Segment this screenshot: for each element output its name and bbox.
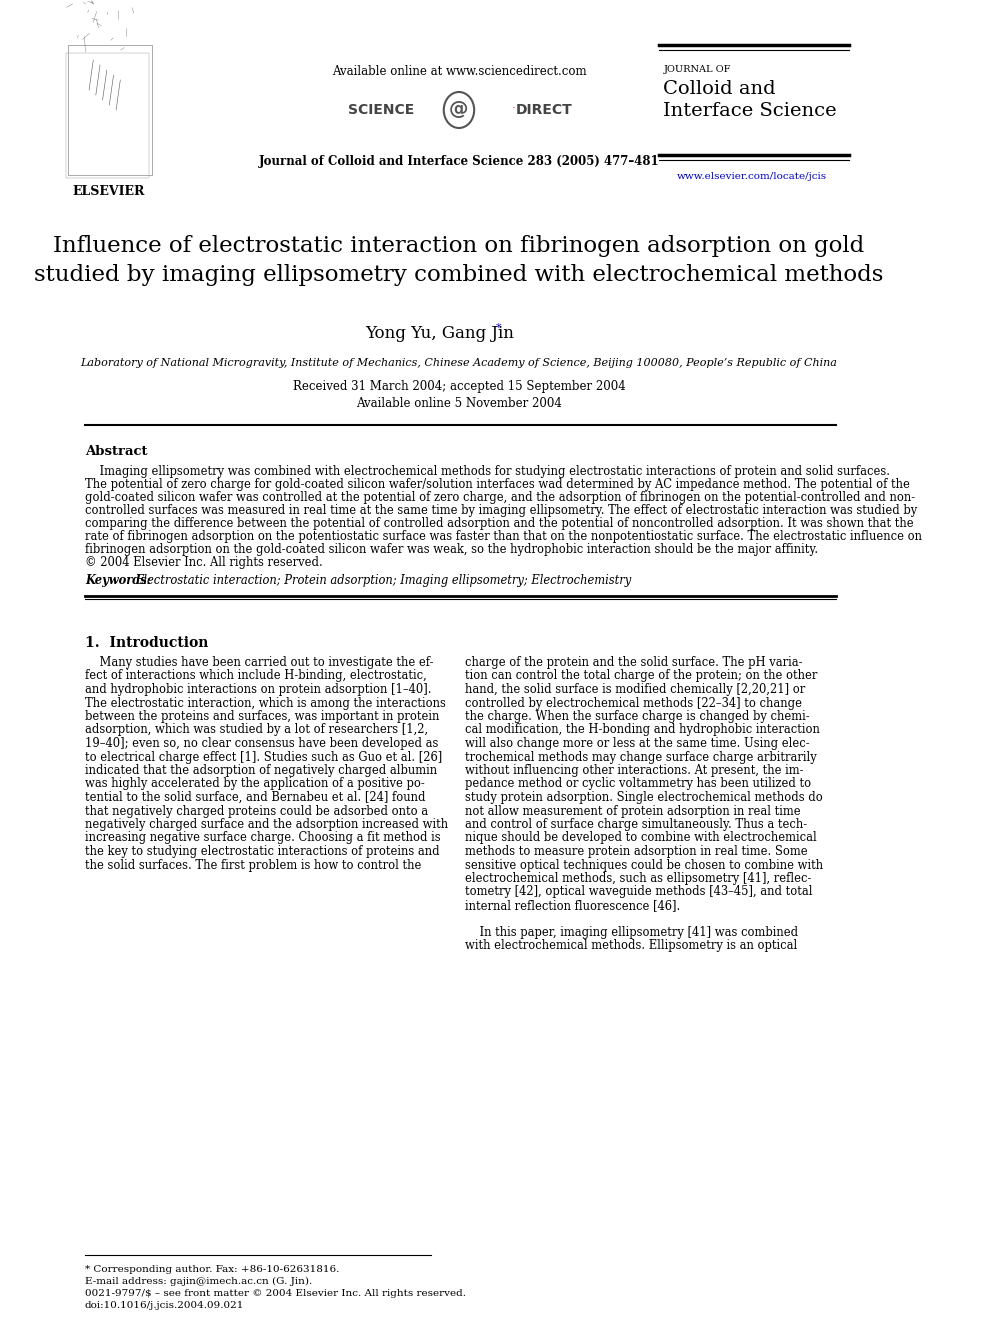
Text: hand, the solid surface is modified chemically [2,20,21] or: hand, the solid surface is modified chem… <box>464 683 805 696</box>
Text: the key to studying electrostatic interactions of proteins and: the key to studying electrostatic intera… <box>85 845 439 859</box>
Text: 0021-9797/$ – see front matter © 2004 Elsevier Inc. All rights reserved.: 0021-9797/$ – see front matter © 2004 El… <box>85 1289 465 1298</box>
Text: charge of the protein and the solid surface. The pH varia-: charge of the protein and the solid surf… <box>464 656 802 669</box>
Text: sensitive optical techniques could be chosen to combine with: sensitive optical techniques could be ch… <box>464 859 822 872</box>
Text: without influencing other interactions. At present, the im-: without influencing other interactions. … <box>464 763 803 777</box>
Text: comparing the difference between the potential of controlled adsorption and the : comparing the difference between the pot… <box>85 517 912 531</box>
Text: Colloid and: Colloid and <box>663 79 775 98</box>
Text: www.elsevier.com/locate/jcis: www.elsevier.com/locate/jcis <box>676 172 826 181</box>
Text: that negatively charged proteins could be adsorbed onto a: that negatively charged proteins could b… <box>85 804 428 818</box>
Text: The potential of zero charge for gold-coated silicon wafer/solution interfaces w: The potential of zero charge for gold-co… <box>85 478 909 491</box>
Text: electrochemical methods, such as ellipsometry [41], reflec-: electrochemical methods, such as ellipso… <box>464 872 810 885</box>
Text: Abstract: Abstract <box>85 445 147 458</box>
Text: Imaging ellipsometry was combined with electrochemical methods for studying elec: Imaging ellipsometry was combined with e… <box>85 464 889 478</box>
Text: negatively charged surface and the adsorption increased with: negatively charged surface and the adsor… <box>85 818 448 831</box>
Text: nique should be developed to combine with electrochemical: nique should be developed to combine wit… <box>464 831 815 844</box>
Text: DIRECT: DIRECT <box>515 103 572 116</box>
Text: cal modification, the H-bonding and hydrophobic interaction: cal modification, the H-bonding and hydr… <box>464 724 819 737</box>
Text: will also change more or less at the same time. Using elec-: will also change more or less at the sam… <box>464 737 809 750</box>
Text: fibrinogen adsorption on the gold-coated silicon wafer was weak, so the hydropho: fibrinogen adsorption on the gold-coated… <box>85 542 817 556</box>
Text: JOURNAL OF: JOURNAL OF <box>663 65 730 74</box>
Text: *: * <box>496 323 501 333</box>
Text: trochemical methods may change surface charge arbitrarily: trochemical methods may change surface c… <box>464 750 815 763</box>
Text: SCIENCE: SCIENCE <box>348 103 414 116</box>
Text: adsorption, which was studied by a lot of researchers [1,2,: adsorption, which was studied by a lot o… <box>85 724 428 737</box>
Text: not allow measurement of protein adsorption in real time: not allow measurement of protein adsorpt… <box>464 804 800 818</box>
Text: 19–40]; even so, no clear consensus have been developed as: 19–40]; even so, no clear consensus have… <box>85 737 438 750</box>
Text: Influence of electrostatic interaction on fibrinogen adsorption on gold
studied : Influence of electrostatic interaction o… <box>35 235 882 286</box>
Text: 1.  Introduction: 1. Introduction <box>85 636 208 650</box>
Text: controlled surfaces was measured in real time at the same time by imaging ellips: controlled surfaces was measured in real… <box>85 504 916 517</box>
Text: indicated that the adsorption of negatively charged albumin: indicated that the adsorption of negativ… <box>85 763 437 777</box>
Text: Many studies have been carried out to investigate the ef-: Many studies have been carried out to in… <box>85 656 433 669</box>
Text: Laboratory of National Microgravity, Institute of Mechanics, Chinese Academy of : Laboratory of National Microgravity, Ins… <box>81 359 836 368</box>
Text: rate of fibrinogen adsorption on the potentiostatic surface was faster than that: rate of fibrinogen adsorption on the pot… <box>85 531 921 542</box>
Text: between the proteins and surfaces, was important in protein: between the proteins and surfaces, was i… <box>85 710 439 722</box>
Text: gold-coated silicon wafer was controlled at the potential of zero charge, and th: gold-coated silicon wafer was controlled… <box>85 491 914 504</box>
Text: methods to measure protein adsorption in real time. Some: methods to measure protein adsorption in… <box>464 845 807 859</box>
Text: and hydrophobic interactions on protein adsorption [1–40].: and hydrophobic interactions on protein … <box>85 683 431 696</box>
Text: study protein adsorption. Single electrochemical methods do: study protein adsorption. Single electro… <box>464 791 821 804</box>
Bar <box>68 45 152 175</box>
Text: the charge. When the surface charge is changed by chemi-: the charge. When the surface charge is c… <box>464 710 809 722</box>
Text: with electrochemical methods. Ellipsometry is an optical: with electrochemical methods. Ellipsomet… <box>464 939 797 953</box>
Text: tential to the solid surface, and Bernabeu et al. [24] found: tential to the solid surface, and Bernab… <box>85 791 425 804</box>
Text: was highly accelerated by the application of a positive po-: was highly accelerated by the applicatio… <box>85 778 424 791</box>
Text: @: @ <box>449 101 468 119</box>
Text: Electrostatic interaction; Protein adsorption; Imaging ellipsometry; Electrochem: Electrostatic interaction; Protein adsor… <box>135 574 631 587</box>
Text: fect of interactions which include H-binding, electrostatic,: fect of interactions which include H-bin… <box>85 669 426 683</box>
Text: E-mail address: gajin@imech.ac.cn (G. Jin).: E-mail address: gajin@imech.ac.cn (G. Ji… <box>85 1277 312 1286</box>
Text: © 2004 Elsevier Inc. All rights reserved.: © 2004 Elsevier Inc. All rights reserved… <box>85 556 322 569</box>
Text: In this paper, imaging ellipsometry [41] was combined: In this paper, imaging ellipsometry [41]… <box>464 926 798 939</box>
Text: increasing negative surface charge. Choosing a fit method is: increasing negative surface charge. Choo… <box>85 831 440 844</box>
Text: the solid surfaces. The first problem is how to control the: the solid surfaces. The first problem is… <box>85 859 421 872</box>
Text: Available online 5 November 2004: Available online 5 November 2004 <box>356 397 561 410</box>
Text: and control of surface charge simultaneously. Thus a tech-: and control of surface charge simultaneo… <box>464 818 807 831</box>
Text: internal reflection fluorescence [46].: internal reflection fluorescence [46]. <box>464 900 679 912</box>
Text: tometry [42], optical waveguide methods [43–45], and total: tometry [42], optical waveguide methods … <box>464 885 811 898</box>
Text: to electrical charge effect [1]. Studies such as Guo et al. [26]: to electrical charge effect [1]. Studies… <box>85 750 442 763</box>
Text: * Corresponding author. Fax: +86-10-62631816.: * Corresponding author. Fax: +86-10-6263… <box>85 1265 339 1274</box>
Text: Yong Yu, Gang Jin: Yong Yu, Gang Jin <box>365 325 514 343</box>
Text: Received 31 March 2004; accepted 15 September 2004: Received 31 March 2004; accepted 15 Sept… <box>292 380 625 393</box>
Text: tion can control the total charge of the protein; on the other: tion can control the total charge of the… <box>464 669 816 683</box>
Text: doi:10.1016/j.jcis.2004.09.021: doi:10.1016/j.jcis.2004.09.021 <box>85 1301 244 1310</box>
Text: ·: · <box>512 103 516 112</box>
Text: pedance method or cyclic voltammetry has been utilized to: pedance method or cyclic voltammetry has… <box>464 778 810 791</box>
Text: Interface Science: Interface Science <box>663 102 836 120</box>
Text: Keywords:: Keywords: <box>85 574 151 587</box>
Text: Available online at www.sciencedirect.com: Available online at www.sciencedirect.co… <box>331 65 586 78</box>
Text: The electrostatic interaction, which is among the interactions: The electrostatic interaction, which is … <box>85 696 446 709</box>
Text: Journal of Colloid and Interface Science 283 (2005) 477–481: Journal of Colloid and Interface Science… <box>258 155 659 168</box>
Text: ELSEVIER: ELSEVIER <box>72 185 145 198</box>
Text: controlled by electrochemical methods [22–34] to change: controlled by electrochemical methods [2… <box>464 696 801 709</box>
